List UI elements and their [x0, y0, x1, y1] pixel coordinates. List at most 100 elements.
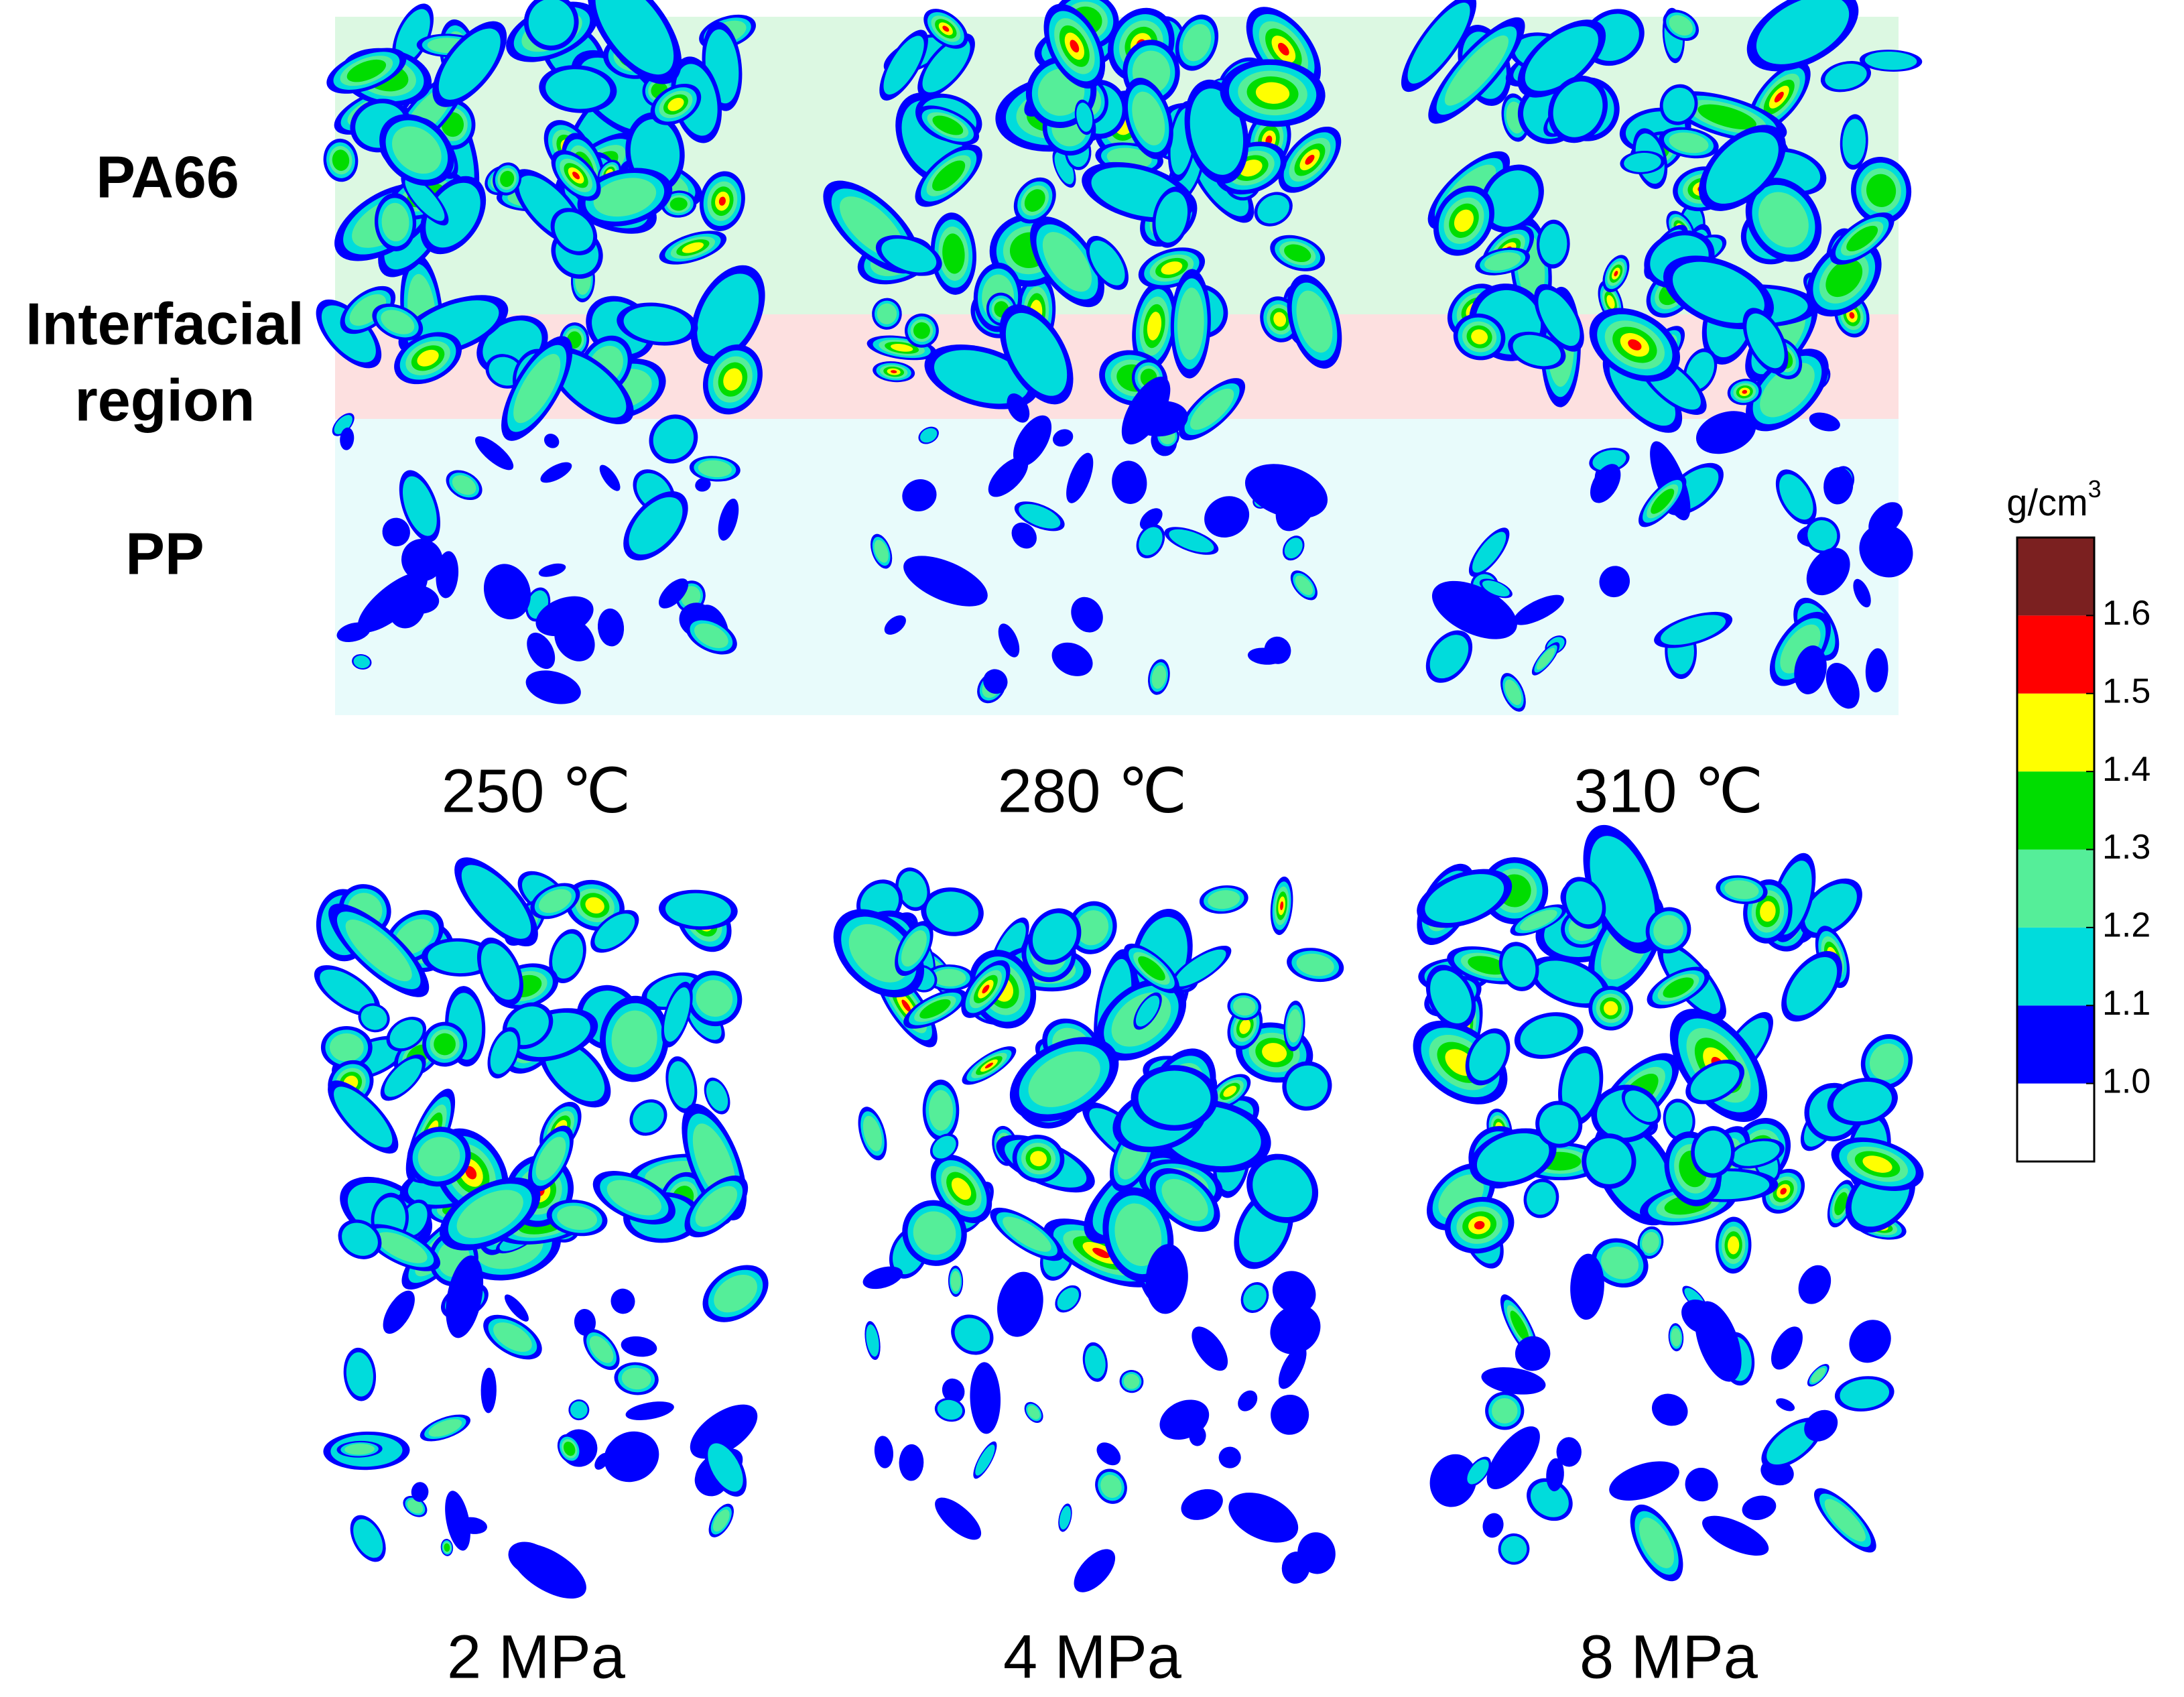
blob	[873, 361, 915, 383]
blob	[702, 1265, 769, 1322]
blob	[1199, 885, 1248, 914]
contour	[920, 428, 938, 443]
contour	[461, 865, 531, 939]
blob	[686, 970, 743, 1027]
blob	[1112, 460, 1147, 504]
blob	[903, 556, 988, 607]
blob	[1746, 0, 1859, 72]
contour	[1760, 901, 1776, 922]
contour	[438, 28, 501, 100]
contour	[1273, 312, 1287, 327]
contour	[1809, 412, 1840, 432]
contour	[1592, 450, 1626, 471]
blob	[540, 462, 572, 483]
contour	[1565, 881, 1602, 925]
contour	[874, 540, 889, 563]
blob	[1131, 1065, 1218, 1131]
colorbar-band	[2017, 1083, 2094, 1161]
contour	[334, 415, 352, 434]
blob	[1829, 212, 1894, 265]
blob	[1136, 524, 1165, 558]
blob	[704, 1438, 747, 1497]
contour	[1825, 63, 1867, 90]
blob	[340, 427, 355, 450]
blob	[1121, 376, 1171, 445]
contour	[483, 564, 531, 620]
blob	[1485, 1391, 1525, 1430]
blob	[554, 619, 595, 662]
contour	[1271, 1394, 1309, 1435]
blob	[970, 1362, 1001, 1434]
blob	[1254, 192, 1293, 227]
contour	[332, 149, 350, 171]
blob	[372, 304, 424, 341]
contour	[1139, 527, 1163, 556]
contour	[1732, 1141, 1780, 1166]
contour	[500, 170, 515, 188]
blob	[1244, 464, 1328, 519]
contour	[1262, 1043, 1287, 1062]
contour	[594, 1452, 610, 1470]
contour	[881, 239, 937, 273]
contour	[1030, 1151, 1047, 1167]
contour	[695, 478, 711, 492]
blob	[1699, 125, 1786, 211]
blob	[1865, 648, 1888, 693]
blob	[476, 937, 523, 1006]
contour	[1823, 467, 1854, 505]
blob	[407, 1127, 471, 1187]
contour	[426, 182, 480, 248]
blob	[1290, 570, 1318, 601]
contour	[942, 1378, 965, 1403]
blob	[1102, 1187, 1174, 1283]
contour	[1849, 312, 1855, 319]
contour	[1530, 1481, 1569, 1517]
contour	[1706, 132, 1779, 204]
blob	[1702, 1515, 1769, 1556]
panel-caption: 310 ℃	[1574, 757, 1763, 825]
contour	[595, 0, 674, 75]
contour	[625, 1401, 674, 1420]
contour	[528, 0, 574, 46]
blob	[1159, 1399, 1210, 1440]
blob	[1013, 415, 1052, 466]
blob	[1620, 151, 1665, 174]
blob	[1401, 0, 1477, 92]
blob	[942, 1378, 965, 1403]
contour	[1742, 1495, 1777, 1521]
blob	[921, 887, 984, 936]
blob	[704, 1077, 730, 1115]
blob	[550, 208, 598, 255]
blob	[621, 1336, 657, 1357]
blob	[884, 615, 906, 635]
contour	[1278, 1345, 1307, 1389]
blob	[879, 29, 928, 101]
blob	[1850, 157, 1912, 225]
contour	[428, 1419, 462, 1437]
contour	[1804, 883, 1857, 933]
blob	[392, 584, 440, 614]
contour	[1474, 1220, 1485, 1230]
contour	[663, 987, 690, 1042]
contour	[1671, 1328, 1681, 1347]
contour	[411, 1482, 429, 1502]
contour	[1429, 1454, 1477, 1507]
blob	[659, 231, 727, 265]
contour	[866, 1324, 879, 1357]
blob	[1465, 1028, 1511, 1086]
blob	[1727, 379, 1762, 405]
contour	[1609, 1461, 1679, 1501]
contour	[1161, 261, 1183, 275]
blob	[1742, 1495, 1777, 1521]
contour	[553, 353, 627, 418]
contour	[563, 1441, 576, 1456]
contour	[1151, 665, 1167, 689]
blob	[394, 332, 462, 385]
blob	[483, 1314, 542, 1360]
contour	[718, 196, 726, 206]
contour	[1756, 0, 1850, 64]
blob	[1468, 527, 1510, 577]
contour	[417, 349, 439, 367]
blob	[1523, 1178, 1559, 1218]
